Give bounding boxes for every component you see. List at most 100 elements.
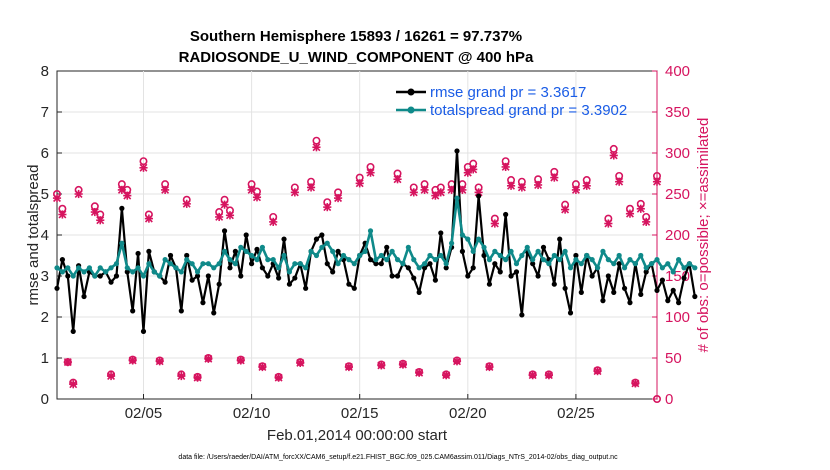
rmse-point [643, 269, 649, 275]
legend: rmse grand pr = 3.3617 totalspread grand… [396, 84, 627, 119]
rmse-point [654, 287, 660, 293]
spread-point [557, 257, 563, 263]
spread-point [470, 248, 476, 254]
spread-point [540, 257, 547, 263]
y-tick-label: 0 [41, 391, 49, 408]
y-tick-label: 6 [41, 145, 49, 162]
obs-assimilated-point [58, 210, 67, 219]
rmse-point [54, 285, 60, 291]
spread-point [281, 252, 287, 259]
rmse-point [508, 273, 514, 279]
rmse-point [70, 328, 76, 334]
spread-point [676, 257, 682, 263]
spread-point [189, 261, 195, 267]
spread-point [654, 257, 660, 263]
y-tick-label: 5 [41, 186, 49, 203]
obs-assimilated-point [534, 180, 543, 190]
x-axis: 02/05 02/10 02/15 02/20 02/25 [125, 394, 595, 422]
y-right-tick-label: 100 [665, 309, 690, 326]
y-right-tick-label: 400 [665, 63, 690, 80]
spread-point [130, 269, 136, 275]
spread-point [54, 265, 60, 271]
obs-assimilated-point [290, 188, 299, 197]
spread-point [454, 195, 460, 201]
spread-point [492, 248, 498, 254]
rmse-point [411, 275, 417, 281]
spread-point [243, 248, 249, 254]
rmse-point [319, 232, 325, 238]
spread-point [335, 261, 341, 267]
obs-assimilated-point [544, 371, 553, 380]
x-axis-label: Feb.01,2014 00:00:00 start [267, 427, 448, 444]
spread-point [535, 248, 541, 254]
spread-point [194, 269, 201, 275]
y-tick-label: 8 [41, 63, 49, 80]
obs-assimilated-point [571, 185, 580, 194]
rmse-point [65, 273, 71, 279]
obs-assimilated-point [247, 185, 256, 194]
obs-assimilated-point [490, 219, 499, 228]
obs-assimilated-point [615, 177, 624, 186]
spread-point [438, 252, 444, 259]
rmse-point [627, 300, 633, 306]
spread-point [319, 244, 325, 250]
spread-point [611, 261, 617, 267]
rmse-point [605, 273, 611, 279]
y-tick-label: 4 [41, 227, 49, 244]
rmse-point [600, 298, 606, 304]
spread-point [486, 257, 493, 263]
obs-assimilated-point [582, 181, 591, 190]
rmse-point [194, 273, 201, 279]
rmse-point [573, 252, 579, 259]
x-tick-label: 02/15 [341, 405, 379, 422]
x-tick-label: 02/25 [557, 405, 595, 422]
obs-assimilated-point [334, 194, 343, 203]
y-right-tick-label: 350 [665, 104, 690, 121]
obs-assimilated-point [90, 207, 99, 217]
spread-point [86, 265, 93, 271]
spread-point [621, 265, 628, 271]
spread-point [692, 265, 698, 271]
rmse-point [513, 269, 520, 275]
obs-assimilated-point [506, 181, 516, 190]
spread-point [448, 240, 455, 246]
rmse-point [389, 273, 395, 279]
rmse-point [59, 257, 66, 263]
obs-count-series [52, 136, 662, 403]
obs-assimilated-point [604, 219, 613, 228]
spread-point [465, 236, 471, 242]
spread-point [232, 261, 238, 267]
spread-point [659, 265, 666, 271]
rmse-point [405, 265, 411, 271]
obs-assimilated-point [74, 189, 83, 199]
obs-assimilated-point [593, 367, 602, 376]
spread-point [686, 261, 693, 267]
y-right-tick-label: 200 [665, 227, 690, 244]
obs-assimilated-point [415, 368, 424, 377]
spread-point [146, 261, 152, 267]
obs-assimilated-point [296, 358, 305, 367]
rmse-point [232, 248, 238, 254]
rmse-point [248, 261, 255, 267]
rmse-point [124, 269, 130, 275]
obs-assimilated-point [52, 194, 62, 203]
rmse-point [97, 273, 103, 279]
obs-assimilated-point [366, 168, 375, 177]
rmse-point [324, 261, 330, 267]
spread-point [648, 261, 655, 267]
rmse-point [492, 261, 498, 267]
spread-point [405, 244, 411, 250]
rmse-point [557, 236, 563, 242]
spread-point [605, 257, 611, 263]
spread-point [389, 248, 395, 254]
x-tick-label: 02/10 [233, 405, 271, 422]
rmse-point [476, 193, 482, 199]
chart-subtitle: RADIOSONDE_U_WIND_COMPONENT @ 400 hPa [179, 49, 534, 66]
spread-point [59, 269, 66, 275]
data-file-footnote: data file: /Users/raeder/DAI/ATM_forcXX/… [178, 454, 618, 461]
rmse-point [692, 293, 698, 300]
rmse-point [378, 261, 384, 267]
rmse-point [146, 248, 152, 254]
rmse-point [265, 273, 271, 279]
obs-assimilated-point [561, 205, 570, 214]
